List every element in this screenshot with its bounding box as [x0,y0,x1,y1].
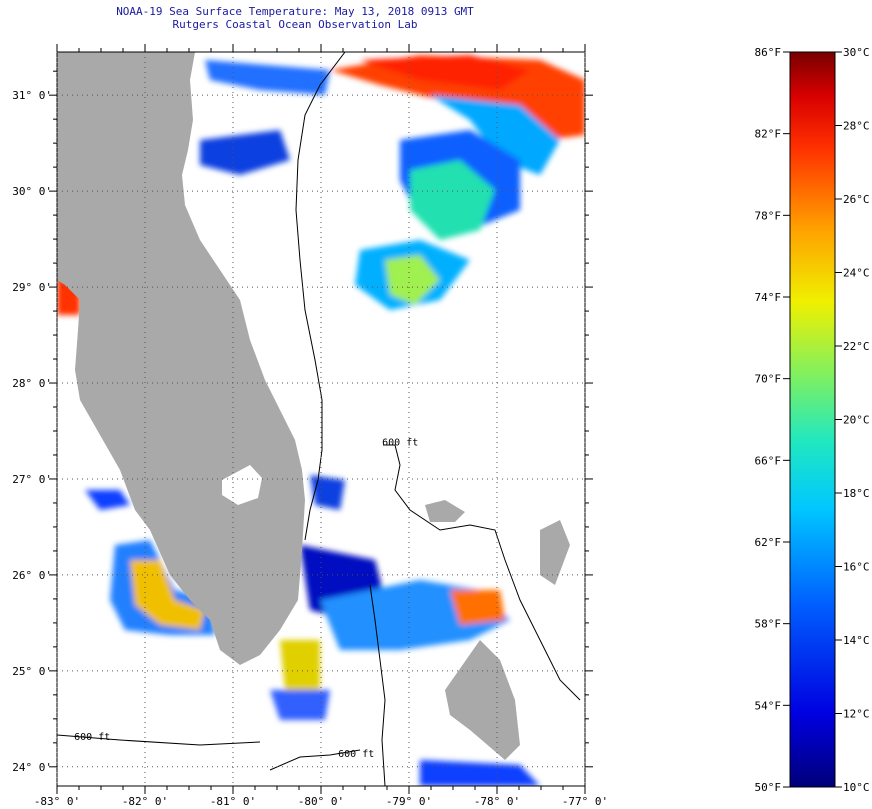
colorbar-label-c: 20°C [843,414,870,427]
axis-ticks [49,44,593,794]
colorbar-fahrenheit-labels: 86°F 82°F 78°F 74°F 70°F 66°F 62°F 58°F 54°F 50°F [755,46,790,794]
map-subtitle: Rutgers Coastal Ocean Observation Lab [172,18,418,31]
colorbar-label-f: 62°F [755,536,782,549]
colorbar-label-c: 26°C [843,193,870,206]
lon-label: -80° 0' [298,795,344,808]
colorbar-label-c: 18°C [843,487,870,500]
lon-label: -79° 0' [386,795,432,808]
colorbar-label-f: 74°F [755,291,782,304]
colorbar-label-c: 24°C [843,267,870,280]
map-title: NOAA-19 Sea Surface Temperature: May 13,… [116,5,474,18]
lat-label: 26° 0' [12,569,52,582]
colorbar-label-c: 12°C [843,708,870,721]
lat-label: 27° 0' [12,473,52,486]
graticule [56,52,586,786]
lat-label: 25° 0' [12,665,52,678]
lon-label: -77° 0' [562,795,608,808]
colorbar-label-f: 70°F [755,373,782,386]
colorbar-label-c: 22°C [843,340,870,353]
colorbar-label-f: 86°F [755,46,782,59]
lat-label: 30° 0' [12,185,52,198]
colorbar-label-f: 82°F [755,128,782,141]
colorbar-celsius-labels: 30°C 28°C 26°C 24°C 22°C 20°C 18°C 16°C 14°C 12°C… [835,46,870,794]
land-layer [57,52,570,760]
isobath-lines [57,52,581,786]
latitude-labels: 31° 0' 30° 0' 29° 0' 28° 0' 27° 0' 26° 0' 25° … [12,89,52,774]
colorbar-label-f: 66°F [755,454,782,467]
colorbar-label-c: 14°C [843,634,870,647]
sst-data-layer [57,55,585,786]
colorbar-label-f: 54°F [755,699,782,712]
colorbar-label-c: 10°C [843,781,870,794]
colorbar-label-c: 30°C [843,46,870,59]
contour-label: 600 ft [338,749,374,760]
colorbar-label-c: 16°C [843,561,870,574]
lon-label: -81° 0' [210,795,256,808]
contour-label: 600 ft [74,732,110,743]
lon-label: -78° 0' [474,795,520,808]
colorbar-label-f: 50°F [755,781,782,794]
contour-labels: 600 ft 600 ft 600 ft [74,437,418,760]
lon-label: -83° 0' [34,795,80,808]
longitude-labels: -83° 0' -82° 0' -81° 0' -80° 0' -79° 0' -78° … [34,795,608,808]
lat-label: 24° 0' [12,761,52,774]
contour-label: 600 ft [382,437,418,448]
colorbar [789,51,836,788]
lat-label: 29° 0' [12,281,52,294]
colorbar-label-f: 58°F [755,618,782,631]
lon-label: -82° 0' [122,795,168,808]
colorbar-label-f: 78°F [755,209,782,222]
colorbar-label-c: 28°C [843,120,870,133]
lat-label: 31° 0' [12,89,52,102]
lat-label: 28° 0' [12,377,52,390]
